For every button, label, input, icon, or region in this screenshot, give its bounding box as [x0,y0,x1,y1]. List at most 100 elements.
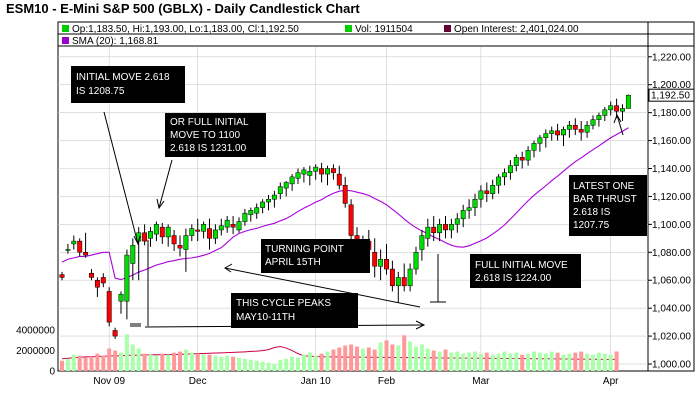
volume-bar [537,352,542,371]
volume-bar [502,351,507,371]
candle [407,263,413,292]
volume-bar [478,353,483,371]
volume-bar [549,351,554,371]
candle [230,215,236,235]
candle [236,217,242,233]
candle [159,222,165,244]
candle [431,215,437,242]
candle [336,165,342,190]
volume-bar [284,358,289,371]
candle [602,107,608,122]
volume-bar [172,352,177,371]
volume-bar [178,351,182,371]
volume-bar [290,356,295,371]
price-tick-label: 1,180.00 [652,108,691,119]
volume-axis-ticks: 0 2000000 4000000 [16,326,55,378]
volume-bar [71,354,76,371]
volume-bar [585,353,590,371]
volume-bar [307,352,312,371]
price-tick-label: 1,140.00 [652,164,691,175]
price-tick-label: 1,200.00 [652,80,691,91]
volume-bar [567,353,572,371]
candle [165,224,171,247]
volume-bar [473,351,477,371]
svg-text:FULL INITIAL MOVE: FULL INITIAL MOVE [475,260,568,271]
candle [148,227,153,247]
volume-bar [77,355,82,371]
candle [319,162,325,183]
candle [496,174,502,194]
volume-bar [408,341,413,371]
volume-bar [331,349,336,371]
svg-text:OR FULL INITIAL: OR FULL INITIAL [170,117,249,128]
legend-ohlc-swatch [62,25,69,32]
candle [437,218,443,242]
candle [65,243,71,254]
volume-bar [166,354,171,371]
x-axis-ticks: Nov 09 Dec Jan 10 Feb Mar Apr [93,376,619,387]
volume-bar [201,354,206,371]
volume-bar [254,360,259,371]
volume-bar [360,348,365,371]
candle [189,224,195,242]
legend-sma: SMA (20): 1,168.81 [72,36,159,47]
candle [596,112,602,127]
candle [177,235,183,257]
candle [277,182,283,200]
candle [201,221,207,239]
svg-text:BAR THRUST: BAR THRUST [573,194,637,205]
candle [283,181,289,197]
candle [578,121,584,141]
candle [207,218,212,250]
candle [106,287,112,327]
volume-bar [378,342,383,371]
candle [94,277,100,297]
price-tick-label: 1,060.00 [652,276,691,287]
volume-bar [272,363,277,371]
volume-bar [384,340,389,371]
candle [271,190,277,208]
volume-bar [319,353,324,371]
candle [260,199,266,214]
candle [224,215,230,233]
volume-bar [419,344,424,371]
volume-bar [579,351,584,371]
svg-text:2.618 IS 1224.00: 2.618 IS 1224.00 [475,273,552,284]
candle [112,327,118,339]
candle [124,249,130,320]
annotation-latest-bar-thrust: LATEST ONE BAR THRUST 2.618 IS 1207.75 [569,175,647,236]
candle [566,121,572,138]
volume-bar [148,354,153,371]
volume-bar [390,344,395,371]
volume-bar [142,353,147,371]
volume-tick-label: 0 [49,367,55,378]
volume-bar [449,352,454,371]
candle [555,123,561,141]
volume-bar [60,360,64,371]
volume-bar [313,355,318,371]
x-tick-label: Apr [603,376,619,387]
volume-bar [437,351,442,371]
svg-text:1207.75: 1207.75 [573,220,610,231]
candle [584,121,590,138]
volume-bar [337,347,342,371]
volume-bar [614,351,619,371]
legend-ohlc: Op:1,183.50, Hi:1,193.00, Lo:1,183.00, C… [72,24,299,35]
candle [130,238,136,281]
candle [330,164,336,180]
last-price-tag: 1,192.50 [648,88,695,102]
price-tick-label: 1,080.00 [652,248,691,259]
volume-bar [467,352,472,371]
volume-bar [213,355,218,371]
candle [625,94,631,109]
volume-bar [496,353,501,371]
volume-bar [266,362,271,371]
candle [313,164,319,180]
candle [212,224,218,244]
candle [454,213,460,233]
volume-bar [349,344,354,371]
volume-bar [526,353,531,371]
candle [183,228,189,272]
candle [342,176,348,208]
legend-oi-swatch [444,25,451,32]
